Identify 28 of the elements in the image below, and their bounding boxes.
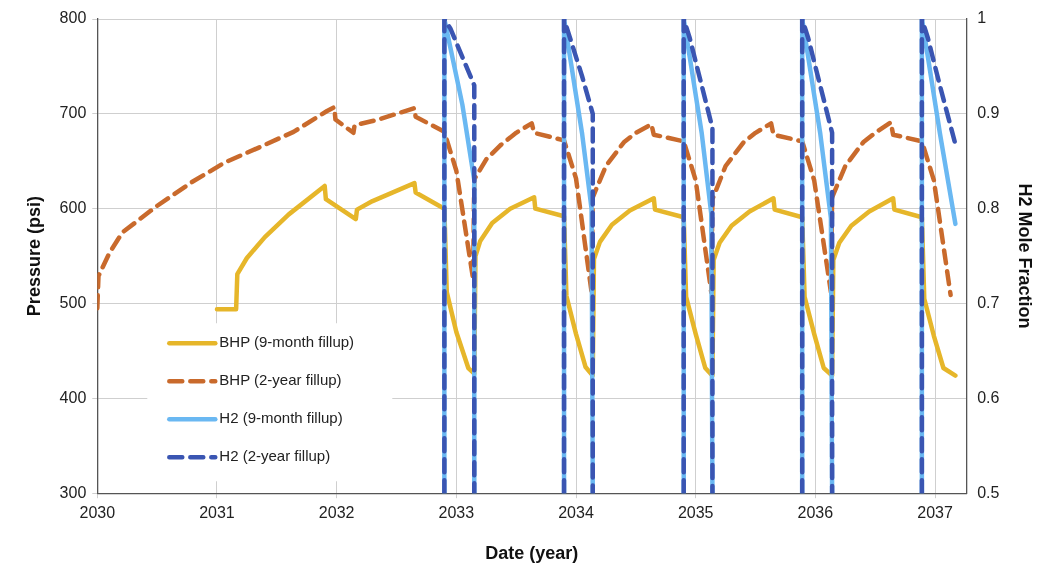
y2-tick-label: 0.8 bbox=[977, 199, 1000, 217]
y2-tick-label: 0.5 bbox=[977, 483, 1000, 501]
x-tick-label: 2032 bbox=[318, 504, 355, 522]
x-tick-label: 2036 bbox=[797, 504, 834, 522]
y2-tick-label: 0.7 bbox=[977, 293, 1000, 311]
legend-label: BHP (2-year fillup) bbox=[219, 371, 342, 389]
y2-tick-label: 1 bbox=[977, 9, 987, 27]
x-tick-label: 2033 bbox=[438, 504, 475, 522]
y-tick-label: 500 bbox=[59, 293, 87, 311]
y-tick-label: 400 bbox=[59, 388, 87, 406]
y-tick-label: 800 bbox=[59, 9, 87, 27]
y-tick-label: 700 bbox=[59, 104, 87, 122]
y-tick-label: 600 bbox=[59, 199, 87, 217]
y2-axis-title: H2 Mole Fraction bbox=[1015, 183, 1036, 329]
x-tick-label: 2034 bbox=[558, 504, 594, 522]
x-tick-label: 2037 bbox=[917, 504, 953, 522]
y2-tick-label: 0.6 bbox=[977, 388, 1000, 406]
x-axis-title: Date (year) bbox=[485, 543, 579, 564]
y-axis-title: Pressure (psi) bbox=[23, 196, 44, 317]
legend-label: H2 (9-month fillup) bbox=[219, 409, 343, 427]
x-tick-label: 2030 bbox=[79, 504, 116, 522]
y2-tick-label: 0.9 bbox=[977, 104, 1000, 122]
x-tick-label: 2035 bbox=[677, 504, 714, 522]
legend-label: BHP (9-month fillup) bbox=[219, 333, 355, 351]
line-series bbox=[97, 104, 953, 311]
y-tick-label: 300 bbox=[59, 483, 87, 501]
legend-label: H2 (2-year fillup) bbox=[219, 447, 331, 465]
x-tick-label: 2031 bbox=[199, 504, 235, 522]
